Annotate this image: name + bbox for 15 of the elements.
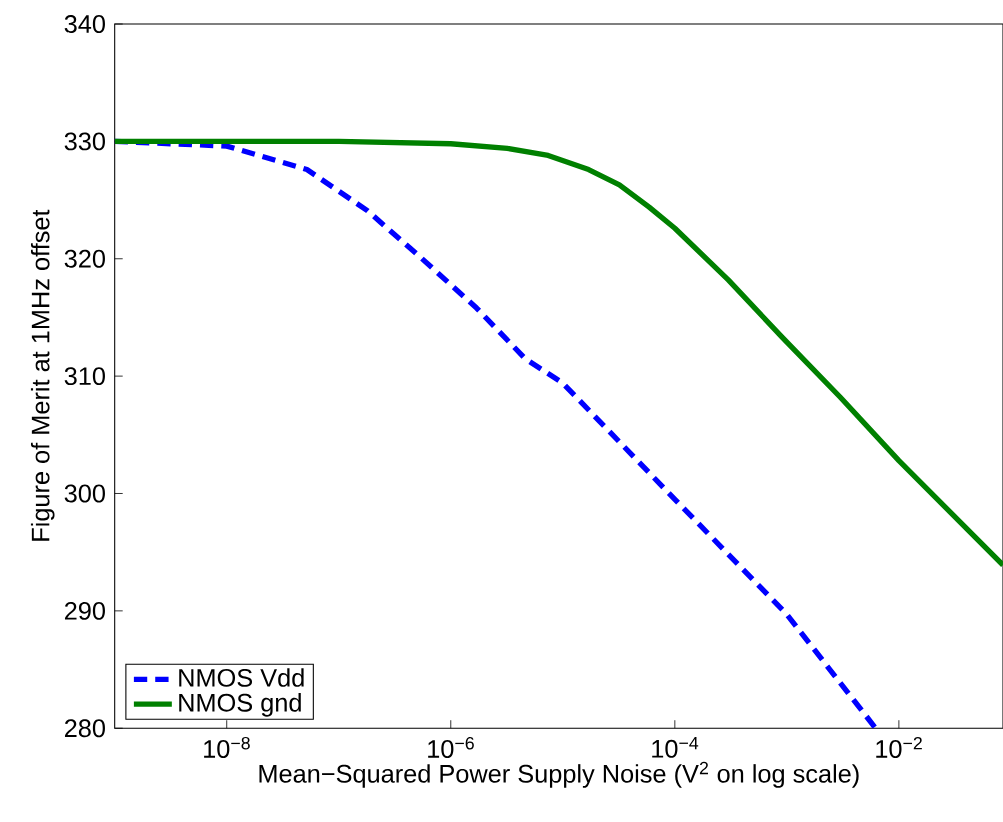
- x-tick-label: 10$^{−8}$: [204, 736, 250, 758]
- y-tick-label: 280: [64, 719, 105, 738]
- x-tick-label: 10$^{−2}$: [876, 736, 922, 758]
- x-axis-title: Mean−Squared Power Supply Noise (V$^{2}$ on log scale): [259, 761, 859, 788]
- x-tick-label: 10$^{−6}$: [428, 736, 474, 758]
- legend-label: NMOS gnd: [179, 692, 301, 717]
- y-tick-label: 340: [64, 14, 105, 33]
- y-tick-label: 330: [64, 132, 105, 151]
- legend-label: NMOS Vdd: [179, 668, 304, 687]
- x-tick-label: 10$^{−4}$: [652, 736, 699, 758]
- y-tick-label: 310: [64, 367, 105, 385]
- y-axis-title: Figure of Merit at 1MHz offset: [30, 209, 55, 541]
- y-tick-label: 290: [64, 601, 105, 620]
- y-tick-label: 320: [64, 249, 105, 268]
- y-tick-label: 300: [64, 484, 105, 503]
